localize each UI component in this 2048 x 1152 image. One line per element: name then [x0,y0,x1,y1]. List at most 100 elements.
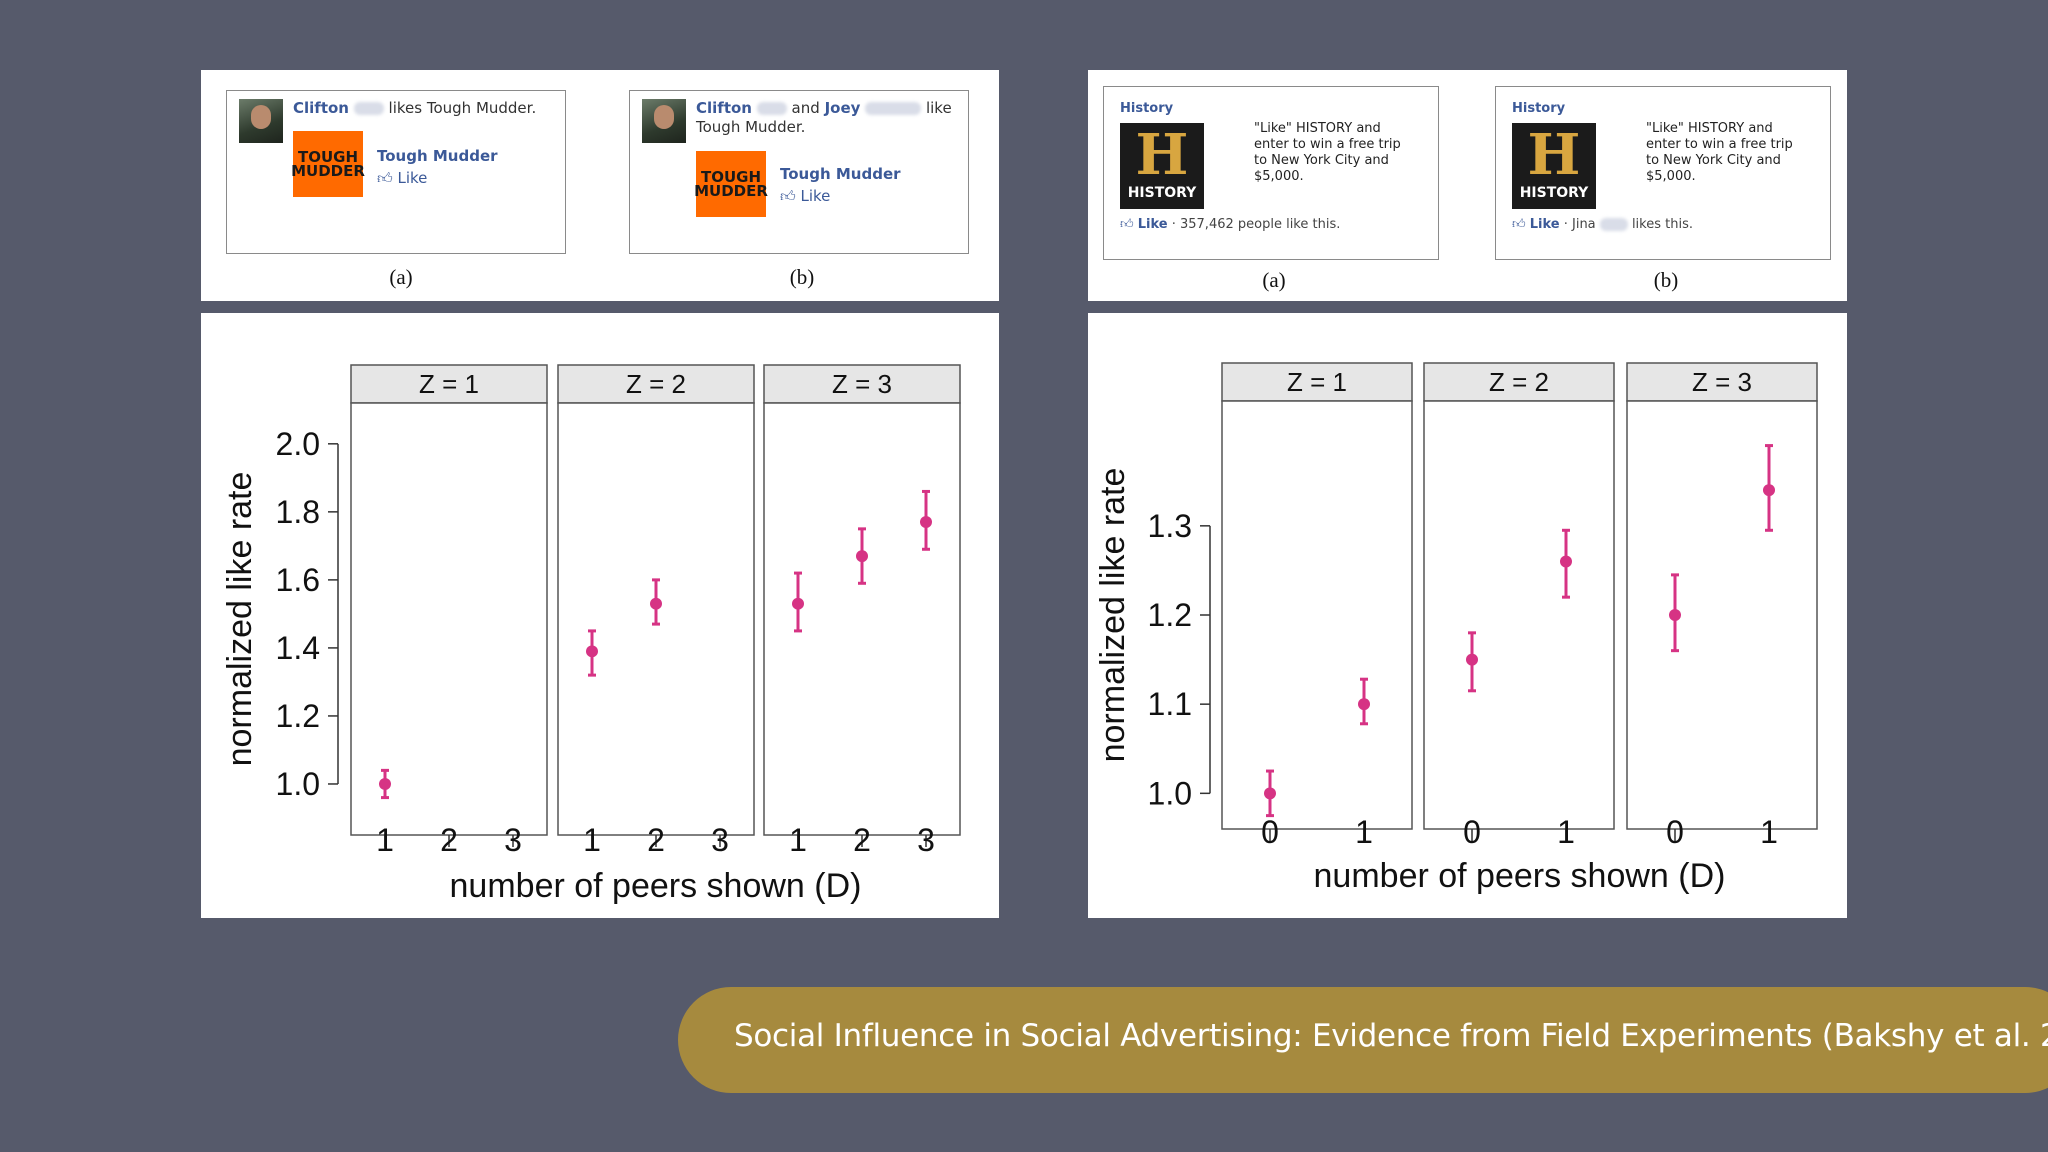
x-tick-label: 0 [1666,814,1684,850]
data-point [1264,787,1276,800]
social-line-2: Tough Mudder. [696,118,806,136]
history-logo: H HISTORY [1120,123,1204,209]
y-tick-label: 1.3 [1148,508,1192,544]
facet-label: Z = 1 [1287,367,1347,397]
facet-panel [350,402,548,836]
facet-label: Z = 3 [1692,367,1752,397]
left-chart-panel: 1.0 1.2 1.4 1.6 1.8 2.0 normalized like rate nu… [201,313,999,918]
friend-name[interactable]: Clifton [293,99,349,117]
like-label: Like [800,187,831,205]
data-point [586,645,598,658]
y-tick-label: 1.2 [276,698,320,734]
citation-banner [678,987,2048,1093]
facet-label: Z = 2 [626,369,686,399]
thumbs-up-icon: 👍︎ [1120,217,1134,232]
x-tick-label: 0 [1463,814,1481,850]
page-name[interactable]: Tough Mudder [377,147,498,165]
y-tick-label: 1.0 [1148,775,1192,811]
data-point [1466,653,1478,666]
thumbs-up-icon: 👍︎ [1512,217,1526,232]
citation-title: Social Influence in Social Advertising: … [734,1018,2048,1054]
page-link: Tough Mudder [377,147,498,166]
x-tick-label: 3 [917,822,935,858]
page-link: Tough Mudder [780,165,901,184]
facet-panel [1626,400,1818,830]
x-tick-label: 3 [504,822,522,858]
tough-mudder-ad-b: Clifton and Joey like Tough Mudder. TOUG… [629,90,969,254]
tough-mudder-logo: TOUGH MUDDER [694,151,768,217]
friend-name-2[interactable]: Joey [824,99,861,117]
left-chart: 1.0 1.2 1.4 1.6 1.8 2.0 normalized like rate nu… [221,364,961,905]
data-point [1669,609,1681,621]
x-tick-label: 1 [583,822,601,858]
caption-a: (a) [389,265,413,289]
ad-body-text: "Like" HISTORY and enter to win a free t… [1646,121,1793,184]
facet-label: Z = 2 [1489,367,1549,397]
thumbs-up-icon: 👍︎ [780,187,796,205]
data-point [379,777,391,790]
left-ad-panel: Clifton likes Tough Mudder. TOUGH MUDDER … [201,70,999,301]
facet-strip [763,364,961,404]
ad-body-text: "Like" HISTORY and enter to win a free t… [1254,121,1401,184]
y-tick-label: 2.0 [276,426,320,462]
right-ad-panel: History H HISTORY "Like" HISTORY and ent… [1088,70,1847,301]
right-chart: 1.0 1.1 1.2 1.3 normalized like rate number o… [1094,362,1818,895]
like-row: 👍︎ Like · 357,462 people like this. [1120,217,1340,232]
x-tick-label: 1 [1557,814,1575,850]
caption-b: (b) [1653,268,1679,292]
data-point [1358,698,1370,711]
caption-a: (a) [1262,268,1286,292]
history-logo: H HISTORY [1512,123,1596,209]
sponsor-name[interactable]: History [1120,101,1174,116]
thumbs-up-icon: 👍︎ [377,169,393,187]
data-point [1560,555,1572,568]
like-button[interactable]: Like [1529,217,1560,232]
friend-name-1[interactable]: Clifton [696,99,752,117]
social-line: Clifton and Joey like Tough Mudder. [696,99,952,136]
profile-photo [642,99,686,143]
like-row: 👍︎ Like · Jina likes this. [1512,217,1693,232]
y-tick-label: 1.2 [1148,597,1192,633]
x-tick-label: 2 [440,822,458,858]
data-point [650,597,662,610]
y-axis-label: normalized like rate [221,472,259,767]
like-button[interactable]: 👍︎ Like [377,169,427,188]
social-line: Clifton likes Tough Mudder. [293,99,536,118]
data-point [792,597,804,610]
facet-strip [1626,362,1818,402]
y-tick-label: 1.4 [276,630,320,666]
x-tick-label: 2 [647,822,665,858]
x-tick-label: 1 [1355,814,1373,850]
facet-label: Z = 1 [419,369,479,399]
sponsor-name[interactable]: History [1512,101,1566,116]
x-tick-label: 2 [853,822,871,858]
facet-panel [763,402,961,836]
x-tick-label: 1 [789,822,807,858]
y-tick-label: 1.6 [276,562,320,598]
y-tick-label: 1.0 [276,766,320,802]
x-axis-label: number of peers shown (D) [450,867,862,905]
x-tick-label: 1 [376,822,394,858]
x-axis-label: number of peers shown (D) [1314,857,1726,895]
data-point [1763,484,1775,497]
y-tick-label: 1.8 [276,494,320,530]
like-button[interactable]: 👍︎ Like [780,187,830,206]
tough-mudder-ad-a: Clifton likes Tough Mudder. TOUGH MUDDER … [226,90,566,254]
data-point [856,550,868,563]
history-ad-b: History H HISTORY "Like" HISTORY and ent… [1495,86,1831,260]
page-name[interactable]: Tough Mudder [780,165,901,183]
facet-strip [1423,362,1615,402]
x-tick-label: 3 [711,822,729,858]
facet-label: Z = 3 [832,369,892,399]
history-ad-a: History H HISTORY "Like" HISTORY and ent… [1103,86,1439,260]
data-point [920,516,932,529]
like-count: · 357,462 people like this. [1171,217,1341,232]
like-button[interactable]: Like [1137,217,1168,232]
social-verb: likes Tough Mudder. [388,99,537,117]
caption-b: (b) [789,265,815,289]
y-tick-label: 1.1 [1148,686,1192,722]
tough-mudder-logo: TOUGH MUDDER [291,131,365,197]
right-chart-panel: 1.0 1.1 1.2 1.3 normalized like rate number o… [1088,313,1847,918]
facet-strip [1221,362,1413,402]
facet-panel [1423,400,1615,830]
